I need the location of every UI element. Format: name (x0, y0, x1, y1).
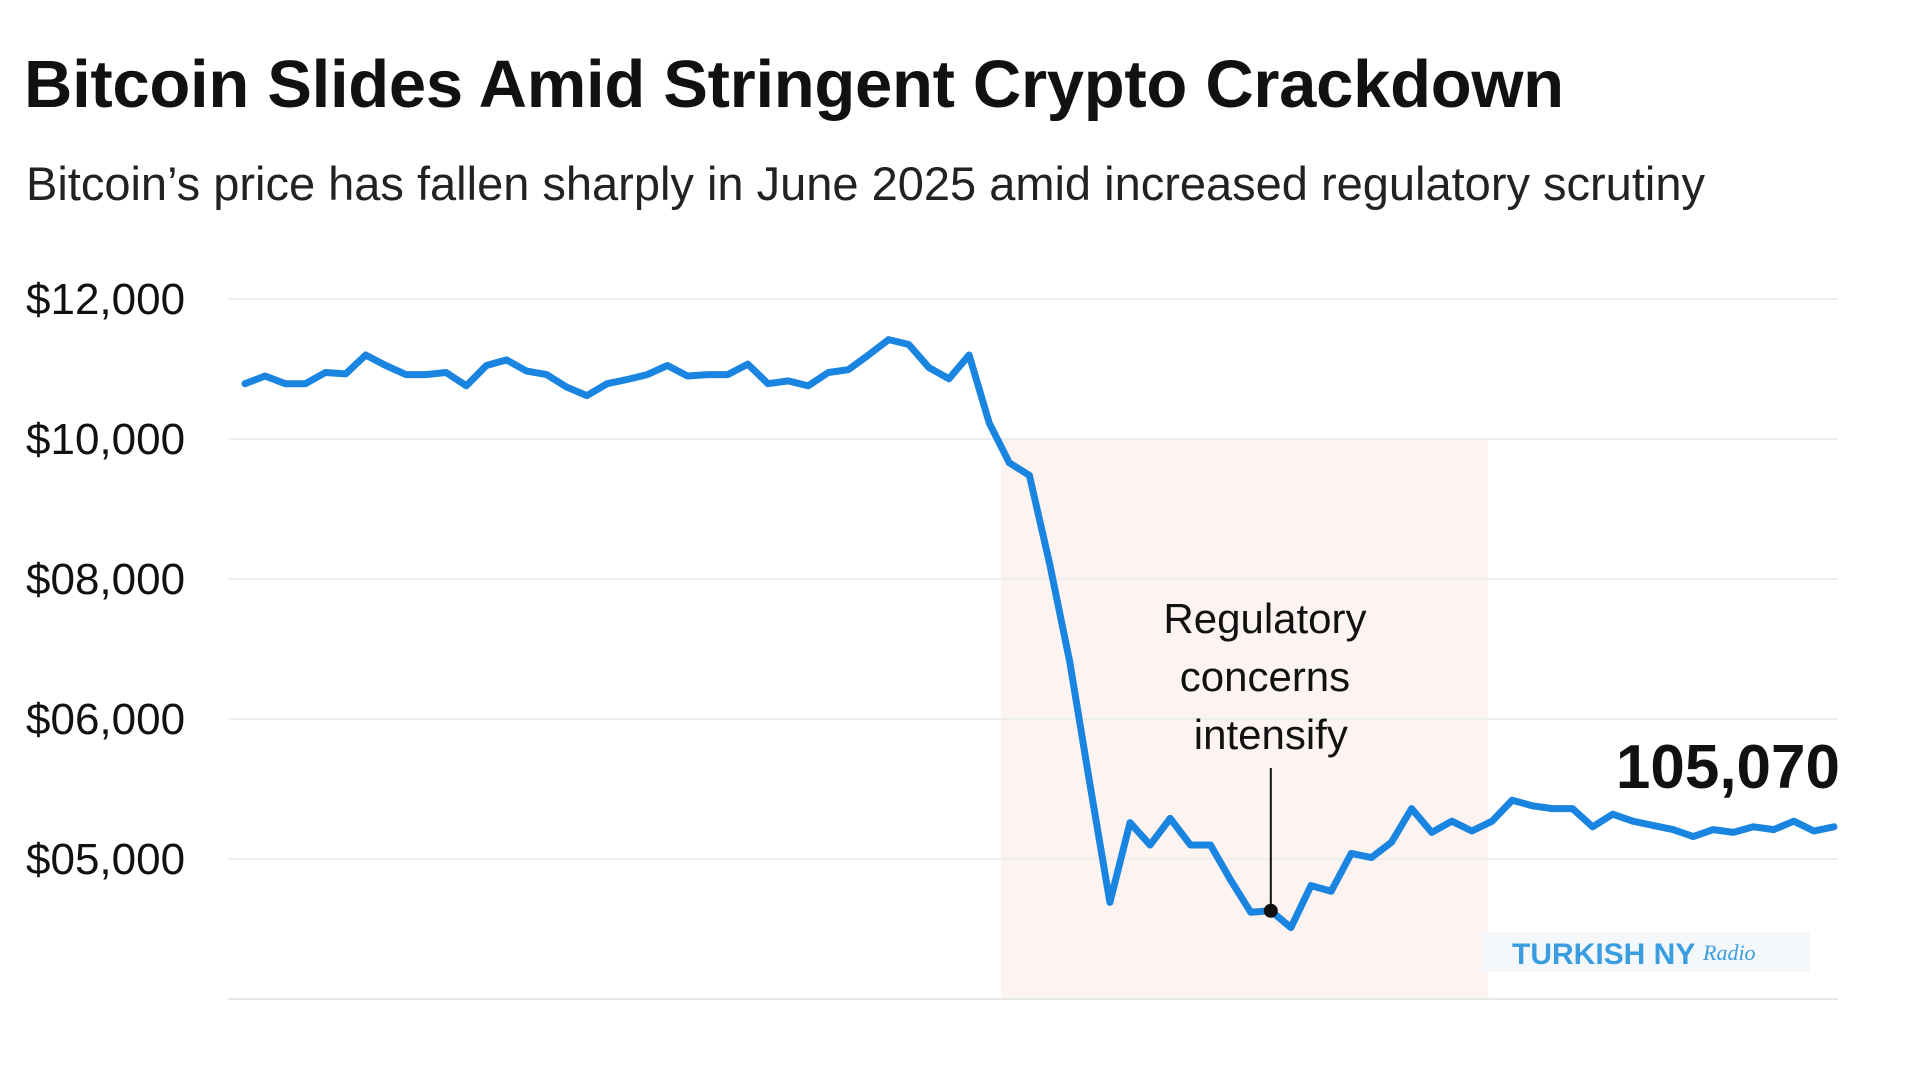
annotation-point (1263, 903, 1278, 918)
price-line (241, 336, 1838, 932)
y-tick-label: $05,000 (26, 835, 185, 884)
y-tick-label: $10,000 (26, 415, 185, 464)
annotation-line-3: intensify (1194, 711, 1348, 758)
watermark-logo: TURKISH NY Radio (1482, 932, 1810, 972)
last-value-label: 105,070 (1616, 733, 1840, 802)
annotation-line-1: Regulatory (1163, 595, 1366, 642)
annotation-text: Regulatory concerns intensify (1163, 595, 1378, 758)
chart-title: Bitcoin Slides Amid Stringent Crypto Cra… (24, 47, 1564, 122)
watermark-script: Radio (1702, 940, 1756, 965)
chart-subtitle: Bitcoin’s price has fallen sharply in Ju… (26, 157, 1705, 210)
y-tick-label: $08,000 (26, 555, 185, 604)
y-tick-label: $12,000 (26, 275, 185, 324)
watermark-main: TURKISH NY (1512, 938, 1695, 971)
y-tick-label: $06,000 (26, 695, 185, 744)
annotation-line-2: concerns (1180, 653, 1350, 700)
